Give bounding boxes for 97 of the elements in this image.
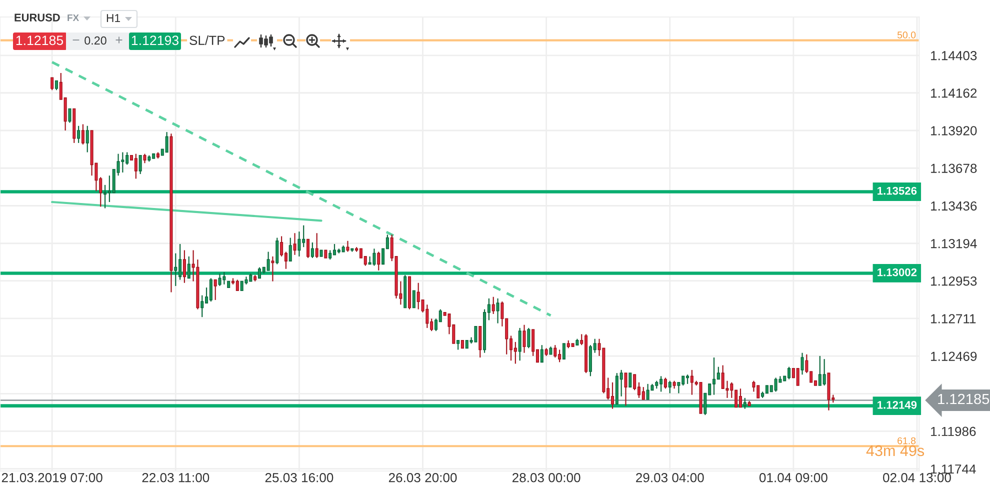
candlestick — [306, 238, 310, 259]
candlestick — [288, 237, 292, 262]
candlestick — [664, 377, 667, 390]
annotation: 61.8 — [898, 437, 916, 444]
x-tick-label: 22.03 11:00 — [142, 473, 210, 482]
candlestick — [527, 327, 530, 349]
candlestick — [236, 279, 239, 292]
candlestick — [738, 388, 742, 408]
y-tick-label: 1.13194 — [931, 238, 977, 248]
candlestick — [624, 372, 628, 406]
ref-line-label: 1.13526 — [878, 186, 917, 195]
candlestick — [332, 243, 336, 256]
candlestick — [209, 278, 212, 302]
x-tick-label: 26.03 20:00 — [388, 473, 457, 482]
annotation: 1.12185 — [16, 36, 64, 46]
candlestick — [134, 153, 138, 180]
annotation: SL/TP — [190, 35, 225, 46]
candlestick — [187, 256, 190, 279]
y-tick-label: 1.13436 — [931, 201, 977, 211]
candlestick — [514, 341, 517, 364]
candlestick — [310, 242, 314, 259]
y-tick-label: 1.12953 — [931, 276, 977, 286]
candlestick — [496, 298, 500, 324]
candlestick — [796, 368, 800, 386]
candlestick — [518, 327, 522, 362]
y-tick-label: 1.12469 — [931, 352, 977, 361]
candlestick — [77, 125, 80, 144]
x-tick-label: 01.04 09:00 — [759, 473, 828, 482]
annotation: 1.12193 — [132, 36, 179, 46]
candlestick — [474, 326, 478, 342]
y-tick-label: 1.13678 — [931, 164, 977, 173]
ref-line-label: 1.13002 — [878, 268, 917, 276]
x-tick-label: 25.03 16:00 — [265, 473, 334, 482]
candlestick — [182, 250, 186, 284]
candlestick — [214, 279, 217, 301]
candlestick — [642, 386, 645, 400]
candlestick — [276, 237, 279, 265]
candlestick — [522, 324, 526, 354]
candlestick — [293, 232, 296, 256]
candlestick — [540, 344, 544, 363]
candlestick — [54, 80, 58, 91]
candlestick — [165, 132, 168, 153]
candlestick — [138, 154, 142, 175]
ref-line-label: 1.12149 — [878, 400, 917, 409]
candlestick — [554, 344, 557, 358]
candlestick — [562, 343, 566, 360]
y-tick-label: 1.13920 — [931, 126, 977, 136]
annotation: H1 — [106, 14, 120, 22]
candlestick — [668, 380, 672, 394]
candlestick — [81, 124, 84, 146]
annotation: 0.20 — [84, 36, 106, 45]
candlestick — [50, 77, 54, 91]
candlestick — [372, 248, 376, 266]
candlestick — [610, 382, 614, 410]
candlestick — [174, 252, 178, 287]
candlestick — [68, 108, 72, 124]
candlestick — [492, 296, 495, 315]
candlestick — [104, 184, 107, 209]
candlestick — [266, 251, 270, 271]
candlestick — [377, 251, 380, 271]
candlestick — [478, 326, 482, 358]
ref-line-label: 1.12185 — [938, 394, 990, 404]
chart-title: EURUSD — [14, 14, 60, 22]
candlestick — [712, 356, 716, 396]
candlestick — [368, 256, 372, 265]
y-tick-label: 1.14403 — [931, 51, 977, 60]
candlestick — [271, 256, 274, 282]
y-tick-label: 1.12711 — [931, 314, 976, 324]
annotation: FX — [68, 14, 79, 21]
annotation: 50.0 — [897, 32, 916, 38]
x-tick-label: 28.03 00:00 — [512, 473, 580, 482]
y-tick-label: 1.11744 — [931, 464, 976, 474]
candlestick — [628, 372, 632, 388]
candlestick — [456, 340, 460, 350]
annotation: 43m 49s — [866, 445, 924, 456]
candlestick — [646, 383, 650, 400]
candlestick — [346, 240, 350, 252]
annotation: + — [116, 36, 122, 44]
candlestick — [633, 374, 636, 391]
x-tick-label: 29.03 04:00 — [636, 473, 704, 482]
candlestick — [787, 366, 791, 380]
y-tick-label: 1.14162 — [931, 88, 977, 98]
candlestick — [86, 125, 89, 153]
candlestick — [218, 272, 222, 287]
candlestick — [143, 153, 146, 164]
candlestick — [800, 352, 804, 376]
candlestick — [315, 232, 318, 259]
candlestick — [328, 250, 332, 260]
candlestick — [774, 377, 778, 392]
candlestick — [298, 231, 301, 257]
y-tick-label: 1.11986 — [931, 426, 976, 436]
candlestick — [743, 397, 746, 410]
candlestick — [412, 290, 416, 308]
candlestick — [200, 294, 204, 318]
candlestick — [822, 358, 826, 386]
x-tick-label: 02.04 13:00 — [883, 473, 951, 482]
x-tick-label: 21.03.2019 07:00 — [2, 473, 102, 482]
